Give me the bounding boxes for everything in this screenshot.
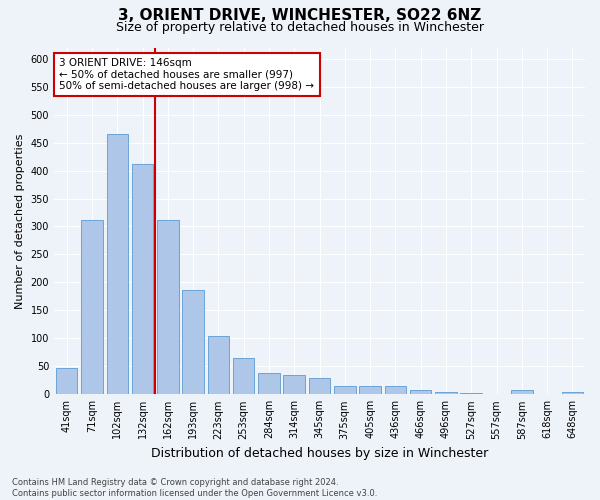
Bar [283,376,305,394]
Bar [233,358,254,395]
Bar [460,393,482,394]
Bar [410,390,431,394]
Bar [208,336,229,394]
Bar [132,164,153,394]
Bar [385,386,406,394]
Text: Contains HM Land Registry data © Crown copyright and database right 2024.
Contai: Contains HM Land Registry data © Crown c… [12,478,377,498]
Bar [562,392,583,394]
Bar [107,134,128,394]
Bar [157,220,179,394]
Bar [81,220,103,394]
Bar [56,368,77,394]
X-axis label: Distribution of detached houses by size in Winchester: Distribution of detached houses by size … [151,447,488,460]
Y-axis label: Number of detached properties: Number of detached properties [15,133,25,308]
Bar [258,373,280,394]
Bar [435,392,457,394]
Bar [334,386,356,394]
Text: Size of property relative to detached houses in Winchester: Size of property relative to detached ho… [116,21,484,34]
Text: 3, ORIENT DRIVE, WINCHESTER, SO22 6NZ: 3, ORIENT DRIVE, WINCHESTER, SO22 6NZ [118,8,482,22]
Bar [182,290,204,395]
Text: 3 ORIENT DRIVE: 146sqm
← 50% of detached houses are smaller (997)
50% of semi-de: 3 ORIENT DRIVE: 146sqm ← 50% of detached… [59,58,314,91]
Bar [511,390,533,394]
Bar [359,386,381,394]
Bar [309,378,330,394]
